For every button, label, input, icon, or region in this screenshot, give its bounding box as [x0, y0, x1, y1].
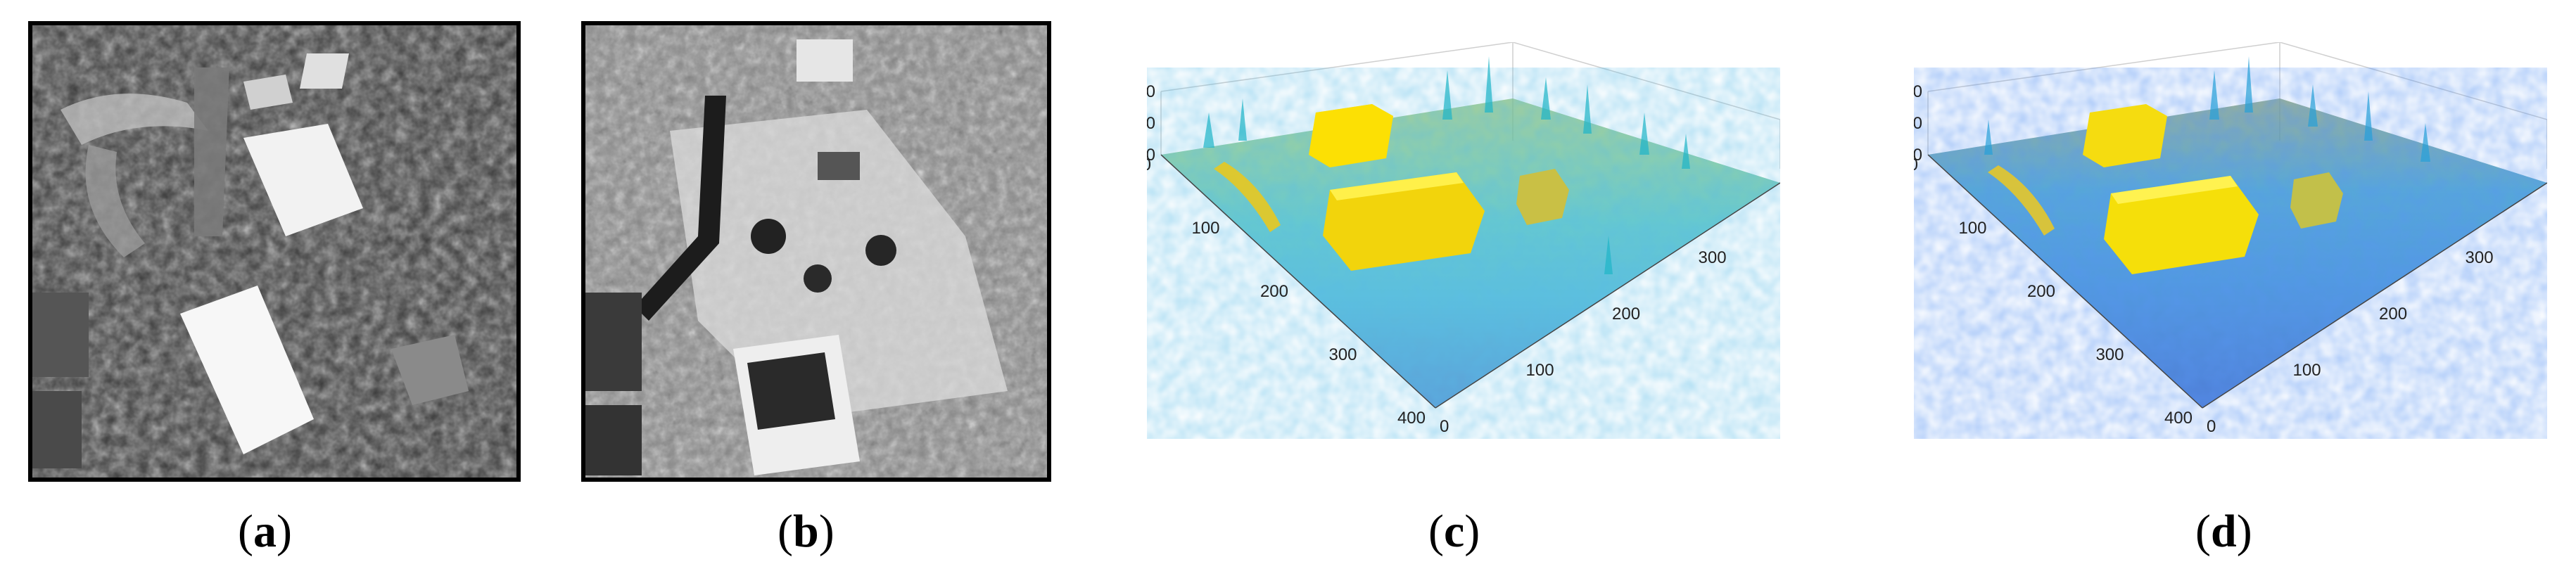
y-tick-label: 400 [1397, 409, 1426, 428]
x-tick-label: 300 [1699, 248, 1727, 267]
z-tick-label: 400 [1914, 82, 1922, 101]
building-block-d3 [2290, 172, 2343, 229]
y-tick-label: 100 [1958, 219, 1986, 238]
z-tick-label: 200 [1914, 114, 1922, 133]
x-tick-label: 200 [1612, 305, 1640, 324]
aerial-photo-b [581, 21, 1051, 482]
aerial-photo-a-image [32, 25, 516, 478]
building-block-c1 [1309, 104, 1393, 167]
caption-b-open: ( [778, 506, 793, 557]
z-tick-label: 400 [1147, 82, 1155, 101]
z-tick-label: 200 [1147, 114, 1155, 133]
caption-d-close: ) [2236, 506, 2252, 557]
y-tick-label: 300 [2095, 345, 2124, 364]
y-tick-label: 300 [1328, 345, 1357, 364]
building-block-c2 [1323, 172, 1485, 271]
axis-lines-d [1927, 154, 2547, 409]
caption-d: (d) [2195, 505, 2252, 558]
caption-b-letter: b [792, 506, 819, 557]
x-tick-label: 100 [2293, 361, 2321, 380]
x-tick-label: 0 [2207, 417, 2216, 436]
caption-a-close: ) [276, 506, 292, 557]
aerial-photo-b-image [585, 25, 1047, 478]
x-tick-label: 0 [1440, 417, 1449, 436]
caption-a-letter: a [253, 506, 277, 557]
tick-labels-d: 020040001002003004000100200300400 [1914, 82, 2494, 436]
surface-plot-d-svg: 020040001002003004000100200300400 [1914, 42, 2547, 436]
caption-c-open: ( [1428, 506, 1444, 557]
caption-b-close: ) [818, 506, 835, 557]
z-tick-label: 0 [1914, 146, 1922, 165]
axis-lines-c [1160, 154, 1780, 409]
building-block-d2 [2104, 176, 2259, 274]
caption-a: (a) [238, 505, 292, 558]
y-tick-label: 200 [1260, 282, 1288, 301]
building-block-d1 [2083, 104, 2167, 167]
caption-c-close: ) [1464, 506, 1480, 557]
x-tick-label: 200 [2379, 305, 2407, 324]
caption-d-letter: d [2210, 506, 2237, 557]
caption-d-open: ( [2195, 506, 2211, 557]
y-tick-label: 100 [1191, 219, 1219, 238]
caption-b: (b) [778, 505, 835, 558]
surface-plot-d: 020040001002003004000100200300400 [1914, 42, 2547, 464]
x-tick-label: 300 [2466, 248, 2494, 267]
z-tick-label: 0 [1147, 146, 1155, 165]
x-tick-label: 100 [1526, 361, 1554, 380]
y-tick-label: 0 [1147, 155, 1151, 174]
surface-plot-c: 020040001002003004000100200300400 [1147, 42, 1780, 464]
caption-a-open: ( [238, 506, 253, 557]
surface-plot-c-svg: 020040001002003004000100200300400 [1147, 42, 1780, 436]
tick-labels-c: 020040001002003004000100200300400 [1147, 82, 1727, 436]
building-block-c3 [1516, 169, 1569, 225]
y-tick-label: 200 [2027, 282, 2055, 301]
y-tick-label: 400 [2164, 409, 2193, 428]
aerial-photo-a [28, 21, 521, 482]
caption-c: (c) [1428, 505, 1480, 558]
y-tick-label: 0 [1914, 155, 1918, 174]
caption-c-letter: c [1443, 506, 1465, 557]
